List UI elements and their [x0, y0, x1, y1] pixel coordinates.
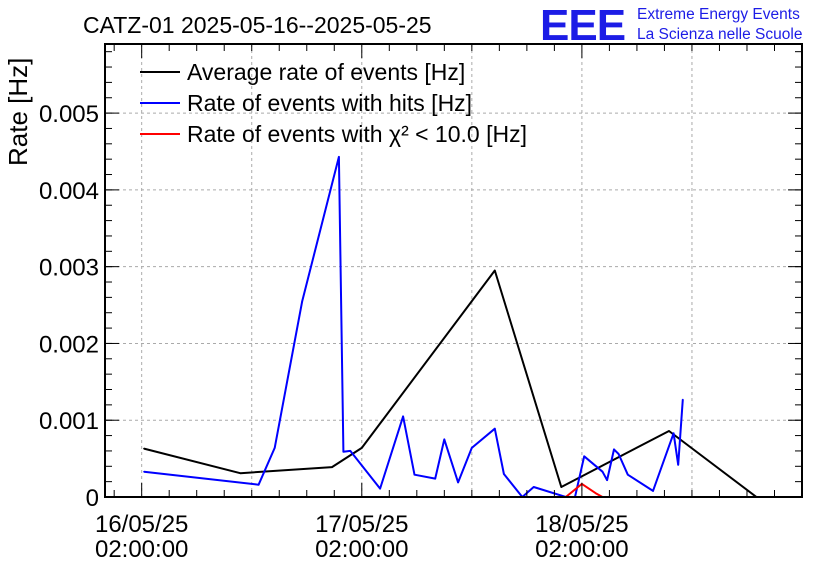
x-tick-label-date: 18/05/25: [535, 511, 628, 538]
data-point-average: [143, 447, 145, 450]
data-point-average: [668, 430, 670, 432]
data-point-hits: [613, 448, 615, 451]
data-point-hits: [652, 490, 654, 492]
y-tick-label: 0: [86, 485, 99, 512]
legend-label-hits: Rate of events with hits [Hz]: [187, 90, 472, 116]
x-tick-label-time: 02:00:00: [315, 536, 408, 563]
data-point-average: [494, 269, 496, 272]
series-line-hits: [143, 155, 684, 497]
data-point-hits: [503, 473, 505, 475]
y-tick-label: 0.002: [39, 331, 99, 358]
data-point-hits: [273, 447, 276, 449]
data-point-hits: [471, 447, 473, 449]
data-point-hits: [532, 486, 535, 488]
y-tick-label: 0.003: [39, 255, 99, 282]
data-point-hits: [349, 450, 352, 452]
data-point-hits: [402, 415, 404, 418]
data-point-hits: [672, 432, 675, 435]
y-axis-title: Rate [Hz]: [3, 58, 33, 166]
data-point-average: [331, 466, 333, 468]
data-point-hits: [606, 479, 608, 481]
data-point-hits: [583, 455, 585, 458]
data-point-average: [560, 486, 563, 488]
y-tick-label: 0.001: [39, 408, 99, 435]
axis-tick-labels: 00.0010.0020.0030.0040.00516/05/2502:00:…: [39, 101, 629, 563]
x-tick-label-time: 02:00:00: [95, 536, 188, 563]
series-line-average: [143, 269, 759, 497]
series-line-chi2: [144, 482, 683, 497]
logo-caption-line1: Extreme Energy Events: [637, 6, 800, 23]
series-lines: [143, 155, 778, 514]
data-point-hits: [342, 450, 345, 453]
data-point-hits: [301, 300, 304, 303]
data-point-hits: [677, 464, 679, 466]
data-point-average: [239, 472, 242, 475]
data-point-average: [776, 512, 778, 514]
data-point-hits: [143, 470, 145, 473]
data-point-hits: [379, 487, 381, 490]
data-point-hits: [413, 473, 416, 476]
data-point-chi2: [594, 492, 597, 495]
data-point-hits: [457, 481, 459, 484]
data-point-average: [361, 447, 363, 449]
logo-caption-line2: La Scienza nelle Scuole: [637, 26, 802, 43]
data-point-hits: [257, 483, 260, 486]
data-point-hits: [627, 473, 629, 476]
data-point-hits: [682, 398, 684, 401]
y-tick-label: 0.005: [39, 101, 99, 128]
data-point-hits: [338, 156, 340, 158]
data-point-hits: [601, 470, 604, 473]
chart-title: CATZ-01 2025-05-16--2025-05-25: [83, 12, 432, 38]
data-point-hits: [434, 477, 437, 480]
x-tick-label-date: 17/05/25: [315, 511, 408, 538]
legend-label-average: Average rate of events [Hz]: [187, 59, 465, 85]
legend-label-chi2: Rate of events with χ² < 10.0 [Hz]: [187, 121, 527, 147]
x-tick-label-time: 02:00:00: [535, 536, 628, 563]
axis-ticks: [105, 44, 803, 498]
data-point-hits: [443, 438, 446, 441]
plot-frame: [104, 43, 803, 498]
plot-border: [104, 43, 803, 498]
grid-lines: [105, 44, 802, 497]
data-point-hits: [494, 427, 496, 430]
eee-logo-mark: EEE: [540, 1, 625, 50]
x-tick-label-date: 16/05/25: [95, 511, 188, 538]
data-point-hits: [617, 453, 620, 455]
legend: Average rate of events [Hz] Rate of even…: [140, 59, 527, 147]
y-tick-label: 0.004: [39, 178, 99, 205]
